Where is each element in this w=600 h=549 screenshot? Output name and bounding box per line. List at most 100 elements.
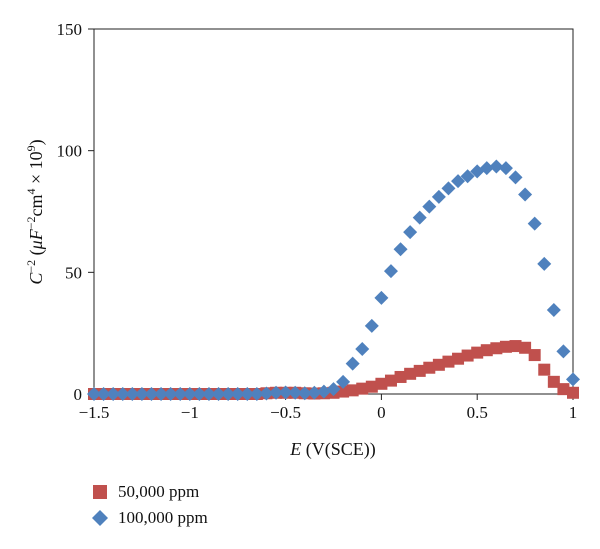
data-point	[345, 356, 360, 371]
data-point	[489, 159, 504, 174]
data-point	[431, 189, 446, 204]
data-point	[154, 387, 169, 401]
data-point	[547, 375, 560, 388]
data-point	[211, 387, 226, 401]
data-point	[269, 385, 284, 400]
data-point	[471, 346, 484, 359]
plot-border	[93, 28, 574, 395]
data-point	[546, 303, 561, 318]
data-point	[297, 386, 312, 401]
data-point	[404, 367, 417, 380]
data-point	[374, 290, 389, 305]
data-point	[221, 387, 236, 401]
data-point	[355, 341, 370, 356]
data-point	[412, 210, 427, 225]
data-point	[316, 384, 331, 399]
legend-item-series-2: 100,000 ppm	[92, 506, 208, 530]
axis-titles: E (V(SCE)) C−2 (μF−2cm4 × 109)	[24, 139, 376, 460]
data-point	[337, 385, 350, 398]
data-point	[125, 387, 140, 401]
legend-item-series-1: 50,000 ppm	[92, 480, 208, 504]
data-point	[201, 387, 216, 401]
data-point	[538, 363, 551, 376]
data-point	[413, 364, 426, 377]
data-point	[364, 318, 379, 333]
data-point	[259, 386, 274, 401]
data-point	[509, 340, 522, 353]
x-axis-label: E (V(SCE))	[289, 439, 376, 460]
data-point	[240, 387, 255, 401]
data-point	[461, 349, 474, 362]
data-point	[173, 387, 188, 401]
data-point	[432, 358, 445, 371]
data-point	[163, 387, 178, 401]
axis-ticks: −1.5 −1 −0.5 0 0.5 1 0 50 100 150	[57, 20, 578, 422]
data-point	[144, 387, 159, 401]
data-point	[479, 161, 494, 176]
data-point	[527, 216, 542, 231]
data-point	[566, 372, 580, 387]
data-point	[326, 382, 341, 397]
series-2	[87, 159, 580, 401]
y-tick-label: 50	[65, 263, 82, 282]
data-point	[508, 170, 523, 185]
legend-marker-diamond	[92, 510, 108, 526]
data-point	[192, 387, 207, 401]
y-tick-label: 100	[57, 142, 83, 161]
data-point	[557, 383, 570, 396]
x-tick-label: 0.5	[467, 403, 488, 422]
data-point	[480, 344, 493, 357]
data-marks	[87, 159, 580, 401]
data-point	[365, 380, 378, 393]
data-point	[249, 387, 264, 401]
data-point	[384, 374, 397, 387]
legend-marker-square	[93, 485, 107, 499]
legend-label-series-1: 50,000 ppm	[118, 482, 200, 501]
legend: 50,000 ppm 100,000 ppm	[92, 480, 208, 532]
plot-area	[93, 28, 574, 395]
data-point	[87, 387, 101, 401]
x-tick-label: −1.5	[79, 403, 110, 422]
legend-label-series-2: 100,000 ppm	[118, 508, 208, 527]
data-point	[490, 342, 503, 355]
data-point	[307, 385, 322, 400]
data-point	[356, 382, 369, 395]
data-point	[442, 355, 455, 368]
data-point	[230, 387, 245, 401]
data-point	[528, 349, 541, 362]
data-point	[383, 264, 398, 279]
data-point	[452, 352, 465, 365]
chart: −1.5 −1 −0.5 0 0.5 1 0 50 100 150 E (V(SCE)) C−2 …	[24, 20, 580, 460]
data-point	[134, 387, 149, 401]
y-axis-label: C−2 (μF−2cm4 × 109)	[24, 139, 47, 284]
data-point	[182, 387, 197, 401]
y-tick-label: 0	[74, 385, 83, 404]
data-point	[537, 256, 552, 271]
data-point	[288, 385, 303, 400]
data-point	[556, 344, 571, 359]
data-point	[499, 340, 512, 353]
data-point	[441, 181, 456, 196]
data-point	[451, 174, 466, 189]
data-point	[403, 225, 418, 240]
data-point	[393, 242, 408, 257]
y-tick-label: 150	[57, 20, 83, 39]
x-tick-label: 1	[569, 403, 578, 422]
data-point	[336, 374, 351, 389]
data-point	[278, 385, 293, 400]
data-point	[106, 387, 121, 401]
data-point	[567, 386, 579, 399]
x-tick-label: 0	[377, 403, 386, 422]
data-point	[346, 384, 359, 397]
data-point	[96, 387, 111, 401]
data-point	[423, 361, 436, 374]
data-point	[460, 169, 475, 184]
data-point	[394, 370, 407, 383]
data-point	[498, 161, 513, 176]
data-point	[375, 377, 388, 390]
data-point	[518, 187, 533, 202]
x-tick-label: −1	[181, 403, 199, 422]
data-point	[115, 387, 130, 401]
data-point	[519, 341, 532, 354]
data-point	[422, 199, 437, 214]
